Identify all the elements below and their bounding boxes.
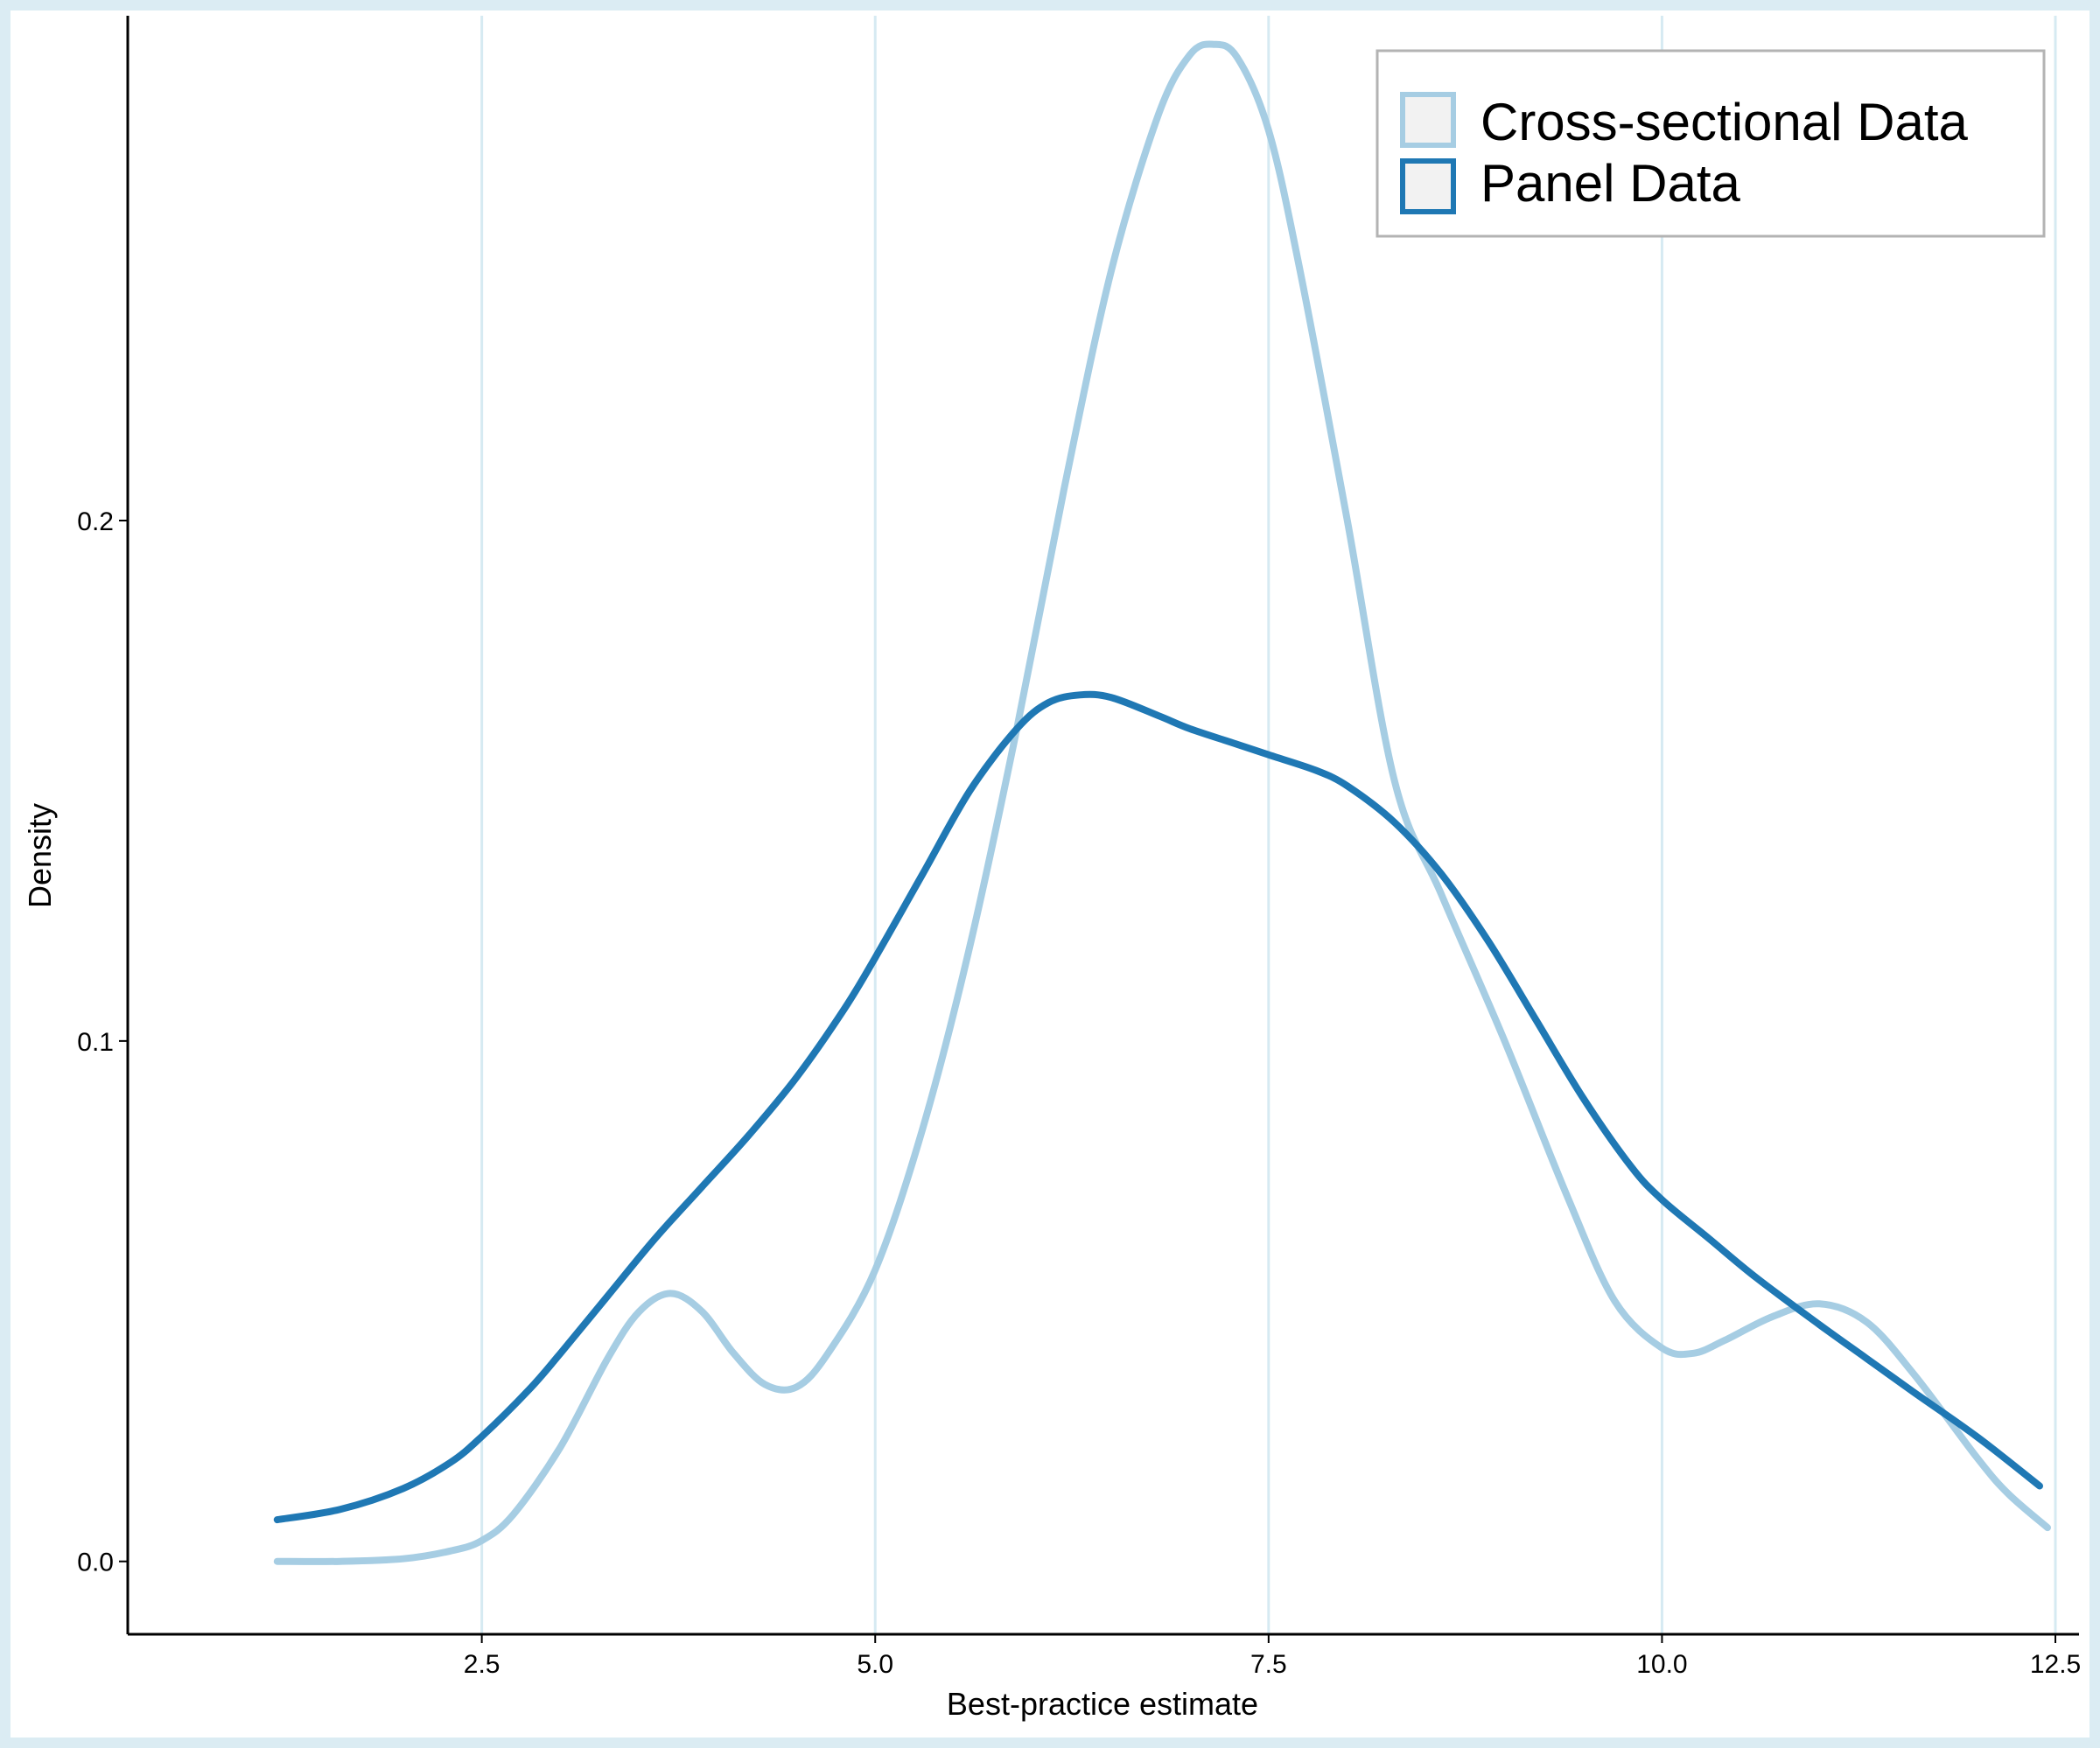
legend-label-cross-sectional: Cross-sectional Data	[1480, 93, 1969, 151]
y-tick-label-0: 0.0	[77, 1549, 114, 1577]
density-chart: 2.5 5.0 7.5 10.0 12.5 0.0 0.1 0.2 Best-practic…	[22, 16, 2081, 1722]
series-line-cross-sectional	[273, 40, 2051, 1565]
legend-key-panel	[1400, 158, 1456, 214]
x-tick-label-0: 2.5	[464, 1650, 500, 1679]
legend-box	[1376, 49, 2046, 238]
legend: Cross-sectional Data Panel Data	[1376, 49, 2046, 238]
y-tick-label-1: 0.1	[77, 1028, 114, 1057]
y-ticks: 0.0 0.1 0.2	[77, 507, 128, 1577]
series-line-panel	[273, 690, 2043, 1524]
x-ticks: 2.5 5.0 7.5 10.0 12.5	[464, 1634, 2081, 1679]
x-tick-label-2: 7.5	[1250, 1650, 1287, 1679]
x-tick-label-4: 12.5	[2030, 1650, 2081, 1679]
y-axis-title: Density	[22, 803, 58, 908]
series-layer	[273, 40, 2051, 1565]
chart-frame: 2.5 5.0 7.5 10.0 12.5 0.0 0.1 0.2 Best-practic…	[10, 10, 2090, 1738]
legend-key-cross-sectional	[1400, 92, 1456, 148]
x-tick-label-1: 5.0	[857, 1650, 893, 1679]
x-tick-label-3: 10.0	[1636, 1650, 1687, 1679]
y-tick-label-2: 0.2	[77, 507, 114, 536]
x-axis-title: Best-practice estimate	[947, 1686, 1258, 1722]
vertical-grid	[480, 16, 2057, 1634]
legend-label-panel: Panel Data	[1480, 154, 1740, 213]
